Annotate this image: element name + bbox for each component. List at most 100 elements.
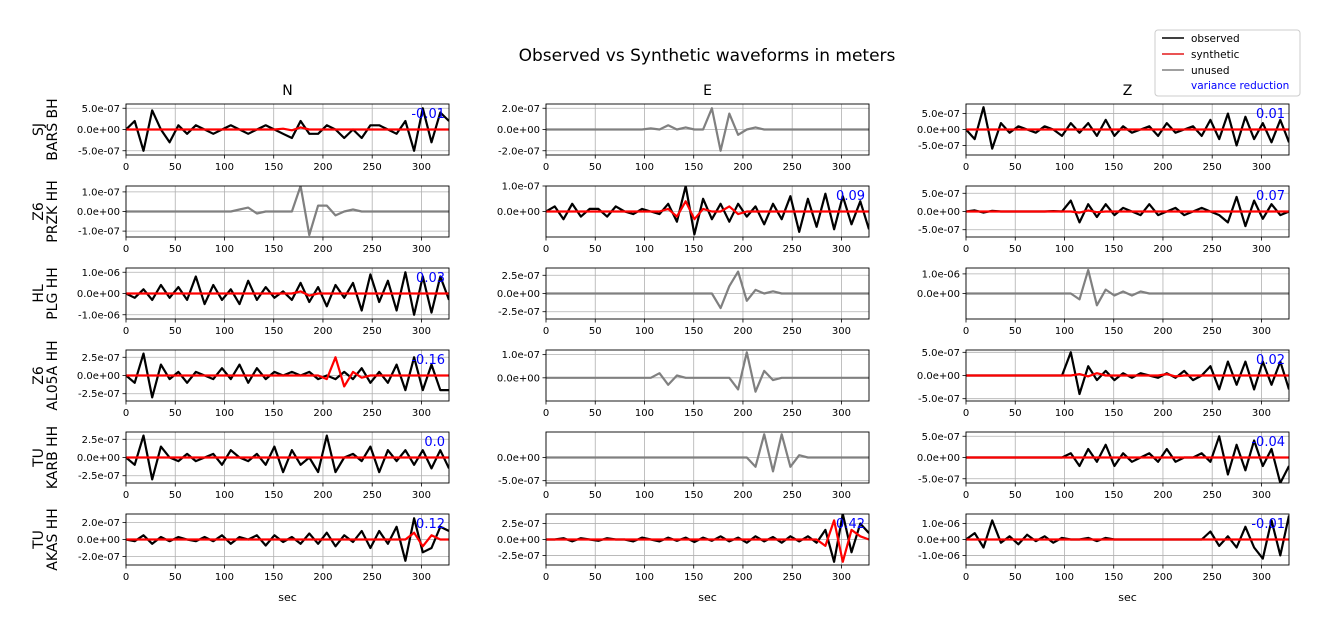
x-tick-label: 100	[1055, 408, 1074, 419]
y-tick-label: 0.0e+00	[77, 535, 120, 546]
axes-frame	[545, 349, 870, 402]
x-tick-label: 150	[264, 572, 283, 583]
column-header-n: N	[282, 83, 292, 99]
x-tick-label: 0	[543, 572, 549, 583]
axes-frame	[125, 349, 450, 402]
y-tick-label: -2.0e-07	[78, 552, 120, 563]
y-tick-label: 1.0e-07	[82, 187, 120, 198]
trace-synthetic	[126, 356, 449, 388]
x-tick-label: 0	[123, 326, 129, 337]
panel-z6-e: 1.0e-07 0.0e+00 0 50 100 150 200 250 300	[497, 349, 870, 419]
x-tick-label: 0	[543, 244, 549, 255]
x-tick-label: 50	[169, 572, 182, 583]
y-tick-label: 0.0e+00	[497, 207, 540, 218]
figure-title: Observed vs Synthetic waveforms in meter…	[519, 46, 896, 66]
x-tick-label: 300	[832, 326, 851, 337]
y-tick-label: 5.0e-07	[922, 189, 960, 200]
station-network-label: TU	[31, 448, 47, 468]
traces	[966, 195, 1289, 228]
y-tick-label: 0.0e+00	[917, 453, 960, 464]
y-tick-label: -2.5e-07	[78, 389, 120, 400]
x-tick-label: 50	[1009, 490, 1022, 501]
variance-reduction-label: -0.01	[1251, 517, 1285, 532]
station-network-label: HL	[31, 284, 47, 303]
axes-frame	[125, 185, 450, 238]
x-tick-label: 50	[589, 572, 602, 583]
panel-z6-z: 5.0e-07 0.0e+00 -5.0e-070 50 100 150 200 250 300…	[917, 348, 1290, 419]
x-tick-label: 0	[123, 244, 129, 255]
traces	[126, 186, 449, 237]
x-tick-label: 250	[783, 408, 802, 419]
panel-z6-z: 5.0e-07 0.0e+00 -5.0e-070 50 100 150 200 250 300…	[917, 185, 1290, 255]
x-axis-label: sec	[698, 591, 717, 604]
x-tick-label: 150	[1104, 162, 1123, 173]
x-tick-label: 150	[1104, 326, 1123, 337]
x-tick-label: 250	[1203, 162, 1222, 173]
variance-reduction-label: 0.0	[424, 435, 445, 450]
axes-frame	[545, 185, 870, 238]
x-tick-label: 100	[635, 326, 654, 337]
x-tick-label: 250	[363, 408, 382, 419]
trace-unused	[966, 268, 1289, 307]
y-tick-label: 0.0e+00	[917, 289, 960, 300]
x-tick-label: 150	[1104, 408, 1123, 419]
x-tick-label: 200	[313, 162, 332, 173]
y-tick-label: 0.0e+00	[77, 371, 120, 382]
y-tick-label: 0.0e+00	[77, 207, 120, 218]
x-tick-label: 150	[684, 244, 703, 255]
x-tick-label: 150	[264, 244, 283, 255]
x-tick-label: 50	[589, 408, 602, 419]
x-tick-label: 150	[1104, 572, 1123, 583]
y-tick-label: 0.0e+00	[917, 207, 960, 218]
x-tick-label: 50	[589, 490, 602, 501]
trace-synthetic	[126, 290, 449, 297]
x-tick-label: 300	[1252, 408, 1271, 419]
x-tick-label: 200	[733, 408, 752, 419]
x-tick-label: 100	[635, 162, 654, 173]
panel-z6-e: 1.0e-07 0.0e+00 0 50 100 150 200 250 300 0.09	[497, 182, 870, 255]
legend-label-observed: observed	[1191, 33, 1240, 45]
y-tick-label: 0.0e+00	[917, 535, 960, 546]
x-tick-label: 150	[684, 572, 703, 583]
x-tick-label: 100	[1055, 490, 1074, 501]
x-tick-label: 100	[1055, 162, 1074, 173]
variance-reduction-label: 0.07	[1256, 189, 1285, 204]
traces	[546, 433, 869, 473]
variance-reduction-label: -0.16	[411, 353, 445, 368]
x-tick-label: 100	[1055, 326, 1074, 337]
traces	[966, 351, 1289, 396]
y-tick-label: 1.0e-07	[502, 350, 540, 361]
traces	[126, 352, 449, 399]
y-tick-label: 0.0e+00	[77, 289, 120, 300]
trace-observed	[126, 107, 449, 152]
x-tick-label: 50	[589, 326, 602, 337]
axes-frame	[965, 513, 1290, 566]
x-tick-label: 50	[169, 326, 182, 337]
x-tick-label: 0	[543, 326, 549, 337]
x-tick-label: 300	[832, 408, 851, 419]
station-name-label: AKAS HH	[45, 508, 61, 570]
axes-frame	[125, 103, 450, 156]
x-tick-label: 300	[832, 244, 851, 255]
x-tick-label: 50	[169, 162, 182, 173]
x-tick-label: 200	[313, 572, 332, 583]
x-tick-label: 300	[1252, 162, 1271, 173]
x-tick-label: 50	[1009, 408, 1022, 419]
x-tick-label: 100	[215, 408, 234, 419]
x-tick-label: 250	[363, 326, 382, 337]
trace-synthetic	[546, 519, 869, 563]
x-tick-label: 300	[412, 244, 431, 255]
x-tick-label: 250	[783, 244, 802, 255]
trace-observed	[966, 515, 1289, 560]
x-tick-label: 0	[963, 162, 969, 173]
traces	[966, 435, 1289, 483]
x-tick-label: 150	[264, 162, 283, 173]
y-tick-label: -2.5e-07	[498, 551, 540, 562]
traces	[546, 186, 869, 236]
x-tick-label: 100	[215, 162, 234, 173]
y-tick-label: 0.0e+00	[497, 289, 540, 300]
x-tick-label: 200	[733, 162, 752, 173]
trace-synthetic	[966, 372, 1289, 378]
x-tick-label: 150	[1104, 490, 1123, 501]
x-tick-label: 250	[783, 162, 802, 173]
